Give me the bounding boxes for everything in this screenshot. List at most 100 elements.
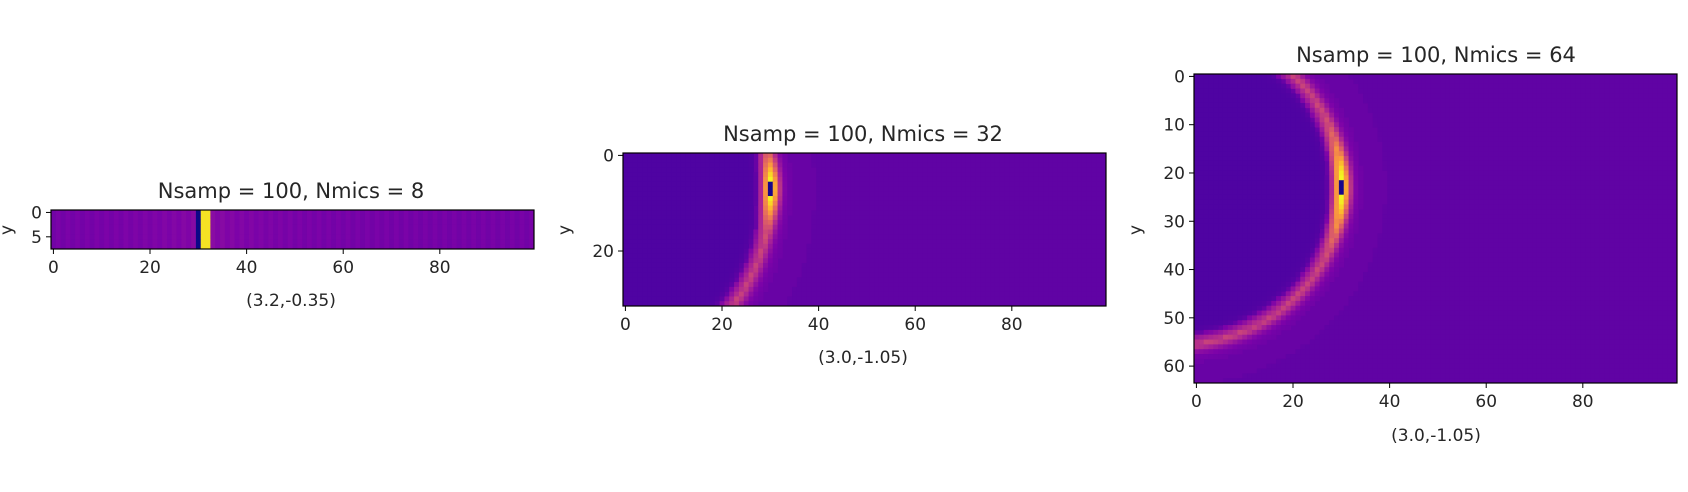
heatmap-cell (1483, 117, 1490, 123)
heatmap-cell (1033, 239, 1039, 245)
heatmap-cell (1334, 98, 1340, 104)
heatmap-cell (680, 248, 687, 254)
heatmap-cell (787, 191, 793, 197)
heatmap-cell (1478, 78, 1485, 85)
heatmap-cell (729, 157, 735, 163)
heatmap-cell (302, 224, 308, 230)
heatmap-cell (719, 176, 725, 183)
heatmap-cell (1086, 243, 1092, 250)
heatmap-cell (1009, 157, 1015, 163)
heatmap-cell (1580, 127, 1586, 133)
heatmap-cell (647, 172, 653, 178)
heatmap-cell (951, 248, 957, 254)
heatmap-cell (724, 224, 730, 230)
heatmap-cell (1038, 253, 1044, 259)
heatmap-cell (936, 172, 943, 178)
heatmap-cell (1411, 78, 1417, 85)
heatmap-cell (835, 258, 841, 264)
heatmap-cell (215, 224, 221, 230)
heatmap-cell (690, 210, 696, 216)
heatmap-cell (859, 267, 865, 273)
heatmap-cell (835, 167, 841, 173)
heatmap-cell (1493, 93, 1499, 99)
heatmap-cell (147, 210, 153, 216)
heatmap-cell (999, 243, 1005, 250)
heatmap-cell (965, 153, 972, 159)
heatmap-cell (1198, 131, 1205, 138)
heatmap-cell (917, 291, 923, 297)
heatmap-cell (60, 219, 66, 226)
heatmap-cell (1203, 93, 1209, 99)
heatmap-cell (854, 196, 861, 202)
heatmap-cell (1218, 112, 1224, 118)
heatmap-cell (205, 219, 211, 226)
heatmap-cell (355, 244, 361, 250)
heatmap-cell (466, 214, 472, 221)
heatmap-cell (811, 224, 817, 230)
heatmap-cell (671, 219, 677, 226)
heatmap-cell (970, 296, 976, 302)
heatmap-cell (1546, 88, 1552, 94)
heatmap-cell (490, 210, 496, 216)
heatmap-cell (767, 277, 774, 283)
heatmap-cell (743, 176, 749, 183)
heatmap-cell (1503, 122, 1509, 128)
heatmap-cell (961, 296, 967, 302)
heatmap-cell (719, 191, 725, 197)
heatmap-cell (1358, 74, 1364, 80)
heatmap-cell (1565, 102, 1572, 109)
heatmap-cell (1057, 272, 1063, 278)
heatmap-cell (782, 181, 788, 187)
heatmap-cell (220, 210, 226, 216)
heatmap-cell (1057, 224, 1063, 230)
heatmap-cell (1541, 107, 1547, 114)
heatmap-cell (1295, 112, 1301, 118)
heatmap-cell (1517, 78, 1523, 85)
heatmap-cell (529, 234, 535, 240)
heatmap-cell (447, 210, 453, 216)
heatmap-cell (519, 229, 525, 235)
heatmap-cell (835, 296, 841, 302)
heatmap-cell (767, 205, 774, 211)
heatmap-cell (258, 244, 264, 250)
heatmap-cell (113, 214, 120, 221)
heatmap-cell (1276, 83, 1282, 89)
heatmap-cell (1300, 122, 1306, 128)
heatmap-cell (398, 214, 404, 221)
heatmap-cell (1619, 102, 1625, 109)
heatmap-cell (888, 253, 894, 259)
heatmap-cell (994, 243, 1001, 250)
heatmap-cell (700, 205, 706, 211)
heatmap-cell (709, 286, 716, 293)
heatmap-cell (676, 191, 682, 197)
heatmap-cell (1334, 107, 1340, 114)
heatmap-cell (239, 229, 245, 235)
heatmap-cell (1396, 83, 1403, 89)
heatmap-cell (476, 210, 482, 216)
heatmap-cell (1445, 127, 1451, 133)
heatmap-cell (1261, 74, 1267, 80)
heatmap-cell (927, 301, 933, 307)
heatmap-cell (176, 239, 182, 245)
heatmap-cell (292, 244, 298, 250)
heatmap-cell (422, 224, 429, 230)
heatmap-cell (1532, 112, 1538, 118)
heatmap-cell (845, 186, 851, 192)
heatmap-cell (700, 277, 706, 283)
heatmap-cell (898, 248, 904, 254)
heatmap-cell (123, 214, 129, 221)
heatmap-cell (709, 157, 716, 163)
heatmap-cell (1256, 127, 1263, 133)
heatmap-cell (1585, 127, 1591, 133)
heatmap-cell (830, 157, 836, 163)
heatmap-cell (975, 272, 981, 278)
heatmap-cell (623, 239, 629, 245)
heatmap-cell (1285, 102, 1291, 109)
heatmap-cell (637, 205, 643, 211)
heatmap-cell (647, 162, 653, 168)
heatmap-cell (1009, 253, 1015, 259)
heatmap-cell (1343, 122, 1349, 128)
heatmap-cell (840, 176, 846, 183)
heatmap-cell (883, 291, 890, 297)
heatmap-cell (195, 239, 202, 245)
